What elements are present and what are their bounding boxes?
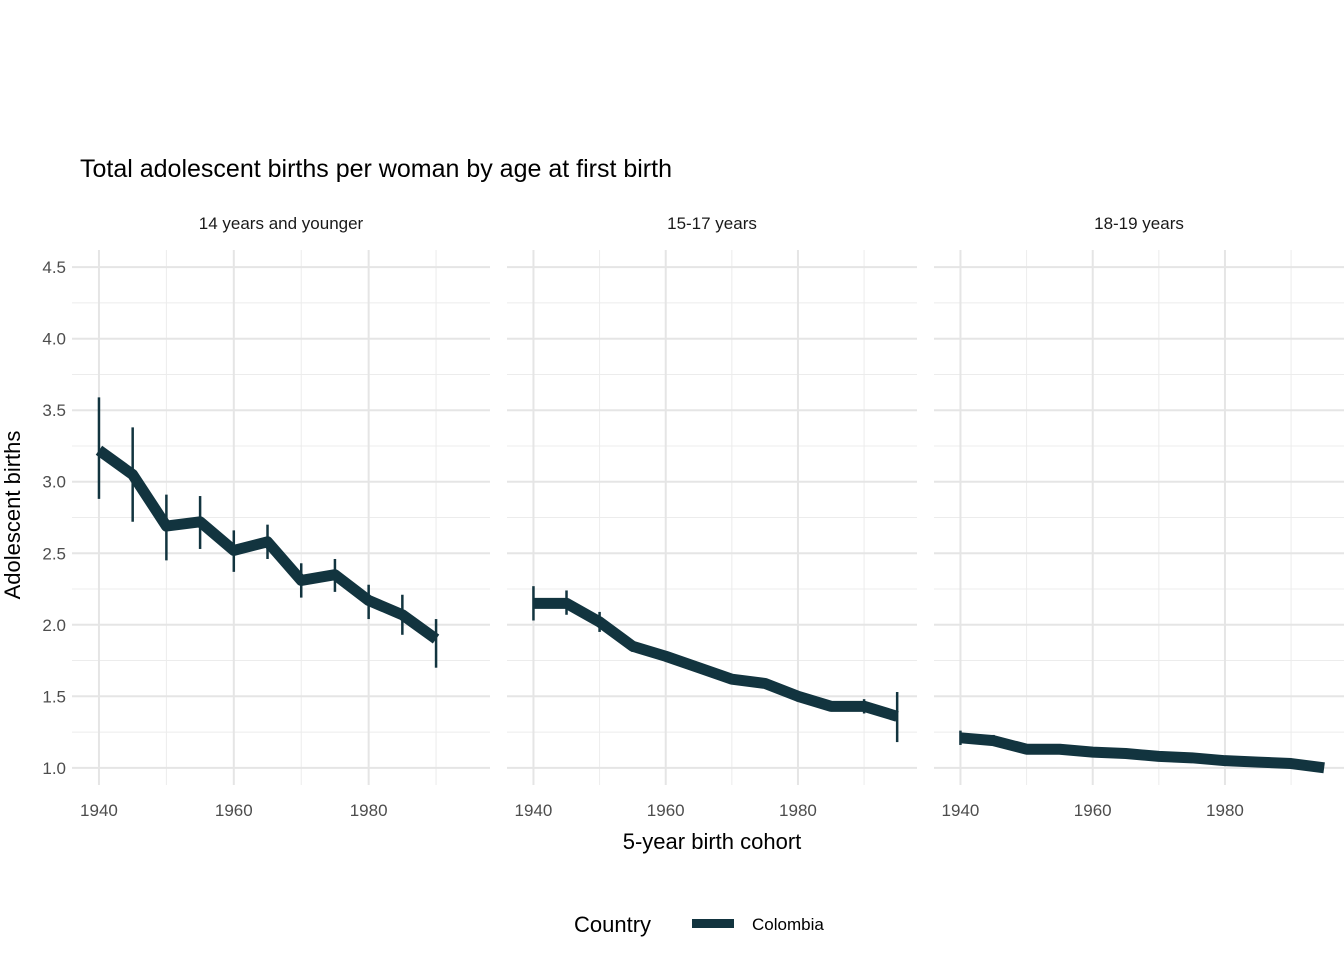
x-tick-label: 1980: [1206, 801, 1244, 820]
panel-1: 14 years and younger 1940 1960 1980 1.0 1.5 2.…: [42, 214, 490, 820]
x-tick-label: 1940: [942, 801, 980, 820]
x-tick-label: 1940: [80, 801, 118, 820]
series-line-colombia: [960, 738, 1324, 768]
y-tick-label: 4.5: [42, 258, 66, 277]
panels: 14 years and younger 1940 1960 1980 1.0 1.5 2.…: [42, 214, 1344, 820]
panel-3: 18-19 years 1940 1960 1980: [934, 214, 1344, 820]
x-tick-label: 1960: [1074, 801, 1112, 820]
y-axis-label: Adolescent births: [0, 431, 25, 600]
legend-label-colombia: Colombia: [752, 915, 824, 934]
chart-title: Total adolescent births per woman by age…: [80, 155, 672, 183]
series-line-colombia: [99, 450, 436, 639]
y-tick-label: 2.5: [42, 544, 66, 563]
facet-strip-label: 15-17 years: [667, 214, 757, 233]
facet-strip-label: 18-19 years: [1094, 214, 1184, 233]
y-tick-label: 3.5: [42, 401, 66, 420]
x-tick-label: 1980: [350, 801, 388, 820]
panel-2: 15-17 years 1940 1960 1980: [507, 214, 917, 820]
facet-strip-label: 14 years and younger: [199, 214, 364, 233]
x-tick-label: 1960: [215, 801, 253, 820]
x-tick-label: 1960: [647, 801, 685, 820]
x-tick-label: 1980: [779, 801, 817, 820]
x-tick-label: 1940: [515, 801, 553, 820]
series-line-colombia: [533, 603, 897, 716]
legend-title: Country: [574, 912, 651, 937]
y-tick-label: 3.0: [42, 473, 66, 492]
y-tick-label: 1.0: [42, 759, 66, 778]
legend: Country Colombia: [574, 912, 824, 937]
x-axis-label: 5-year birth cohort: [623, 829, 802, 854]
legend-key-colombia: [692, 919, 734, 928]
y-tick-label: 2.0: [42, 616, 66, 635]
y-tick-label: 1.5: [42, 687, 66, 706]
y-tick-label: 4.0: [42, 330, 66, 349]
